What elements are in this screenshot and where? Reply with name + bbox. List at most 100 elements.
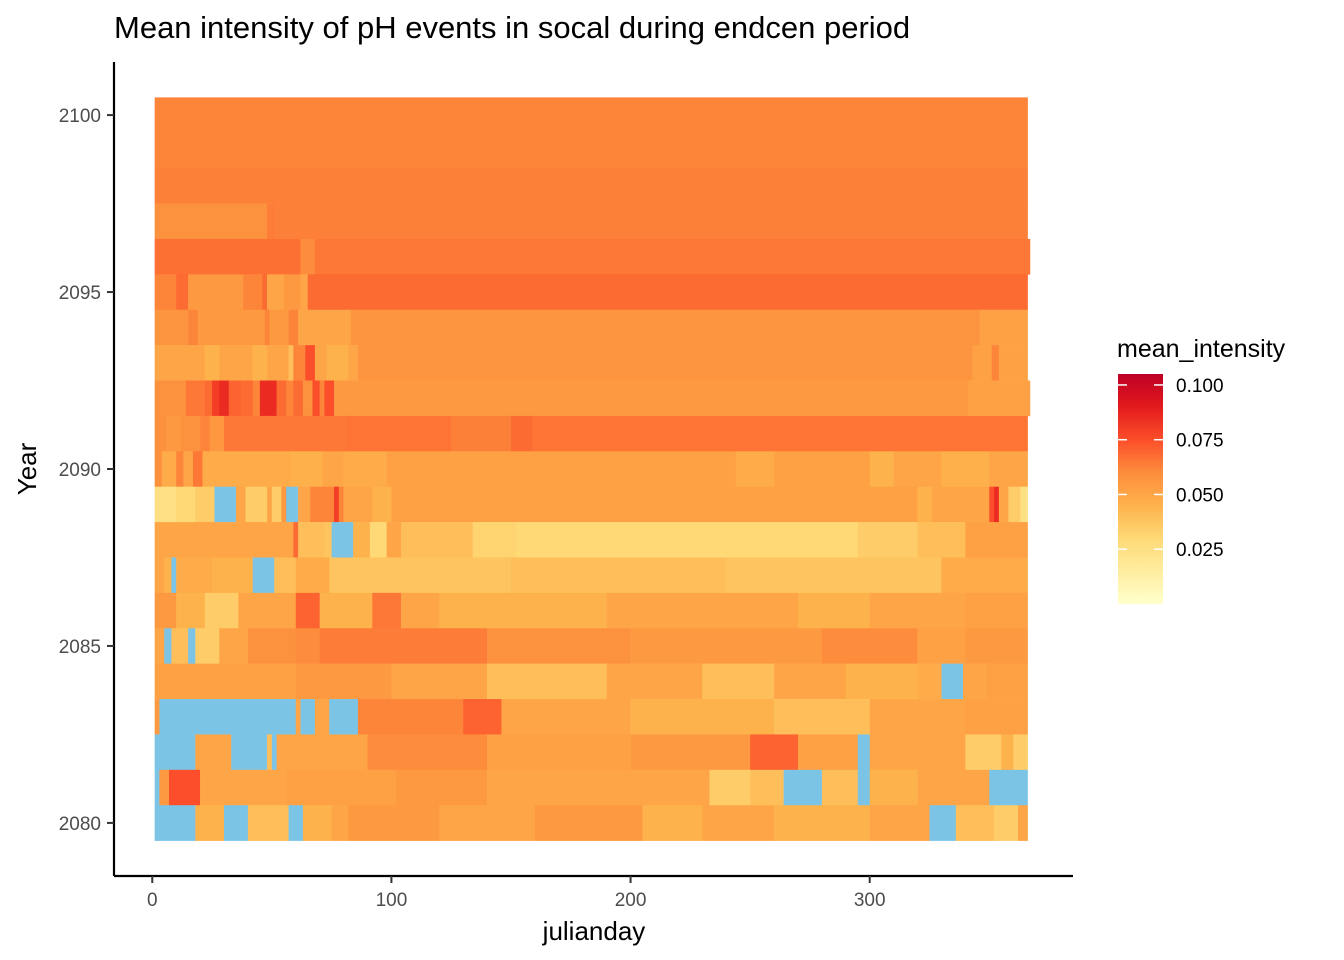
heatmap-cell: [164, 628, 172, 664]
y-axis-title: Year: [12, 442, 42, 495]
heatmap-cell: [965, 628, 1028, 664]
heatmap-cell: [293, 345, 297, 381]
heatmap-cell: [276, 734, 368, 771]
heatmap-cell: [188, 309, 199, 346]
heatmap-cell: [702, 663, 775, 700]
heatmap-cell: [300, 238, 316, 275]
legend-ticks: 0.100 0.075 0.050 0.025: [1118, 376, 1224, 561]
heatmap-cell: [212, 380, 220, 417]
heatmap-cell: [343, 451, 387, 487]
heatmap-cell: [286, 769, 397, 806]
heatmap-cell: [219, 345, 254, 381]
heatmap-cell: [154, 557, 165, 594]
heatmap-cell: [288, 805, 304, 841]
heatmap-cell: [231, 734, 268, 771]
heatmap-cell: [195, 805, 225, 841]
heatmap-cell: [214, 486, 237, 523]
heatmap-cell: [334, 486, 340, 523]
heatmap-cell: [219, 628, 249, 664]
heatmap-cell: [319, 380, 325, 417]
heatmap-cell: [274, 557, 297, 594]
heatmap-cell: [314, 238, 1031, 275]
heatmap-cell: [180, 415, 201, 452]
heatmap-cell: [295, 557, 330, 594]
heatmap-cell: [929, 805, 957, 841]
heatmap-cell: [154, 769, 160, 806]
heatmap-cell: [252, 345, 268, 381]
heatmap-cell: [709, 769, 751, 806]
heatmap-cell: [154, 168, 1028, 204]
heatmap-cell: [750, 769, 784, 806]
heatmap-cell: [204, 380, 213, 417]
heatmap-cell: [331, 805, 349, 841]
heatmap-cell: [348, 345, 359, 381]
x-axis-title: julianday: [542, 916, 646, 946]
heatmap-cell: [979, 309, 1028, 346]
heatmap-cell: [274, 203, 1028, 240]
heatmap-cell: [298, 486, 311, 523]
heatmap-cell: [176, 451, 184, 487]
x-tick-label: 200: [615, 890, 647, 911]
heatmap-cell: [869, 699, 966, 735]
heatmap-cell: [917, 522, 966, 558]
y-tick-label: 2080: [59, 814, 101, 835]
heatmap-cell: [200, 769, 232, 806]
heatmap-cell: [188, 628, 196, 664]
heatmap-cell: [774, 451, 871, 487]
heatmap-cell: [869, 805, 930, 841]
heatmap-cell: [869, 734, 966, 771]
heatmap-cell: [348, 805, 440, 841]
heatmap-cell: [176, 557, 213, 594]
heatmap-cell: [994, 486, 1000, 523]
heatmap-cell: [998, 345, 1028, 381]
heatmap-cell: [247, 805, 289, 841]
heatmap-cell: [267, 203, 275, 240]
heatmap-cell: [510, 415, 533, 452]
heatmap-cell: [154, 132, 1028, 169]
heatmap-cell: [487, 734, 631, 771]
heatmap-cell: [857, 522, 918, 558]
heatmap-cell: [204, 592, 239, 629]
heatmap-cell: [231, 769, 287, 806]
heatmap-cell: [197, 309, 265, 346]
heatmap-cell: [245, 486, 268, 523]
heatmap-cell: [154, 203, 268, 240]
heatmap-cell: [271, 486, 282, 523]
heatmap-cell: [345, 415, 452, 452]
heatmap-cell: [774, 699, 871, 735]
heatmap-cell: [532, 415, 1028, 452]
heatmap-cell: [917, 663, 942, 700]
heatmap-cell: [774, 663, 847, 700]
heatmap-cell: [224, 805, 249, 841]
heatmap-cell: [869, 451, 894, 487]
heatmap-cell: [295, 345, 306, 381]
heatmap-cell: [329, 557, 512, 594]
x-ticks: 0 100 200 300: [147, 876, 886, 911]
heatmap-cell: [962, 663, 988, 700]
heatmap-cell: [300, 274, 309, 311]
heatmap-cell: [171, 557, 177, 594]
heatmap-cell: [322, 451, 344, 487]
heatmap-cell: [298, 309, 352, 346]
heatmap-cell: [917, 486, 933, 523]
heatmap-cell: [606, 592, 799, 629]
heatmap-cell: [204, 345, 220, 381]
heatmap-cell: [252, 557, 275, 594]
legend-title: mean_intensity: [1117, 335, 1286, 363]
heatmap-cell: [293, 522, 299, 558]
heatmap-cell: [276, 380, 287, 417]
heatmap-cell: [994, 805, 1019, 841]
heatmap-cell: [295, 663, 392, 700]
heatmap-cell: [154, 238, 301, 275]
heatmap-cell: [264, 309, 270, 346]
heatmap-cell: [259, 380, 277, 417]
heatmap-cell: [941, 663, 964, 700]
heatmap-cell: [965, 734, 1002, 771]
heatmap-cell: [797, 592, 871, 629]
heatmap-cell: [154, 274, 177, 311]
heatmap-cell: [1020, 486, 1028, 523]
heatmap-cell: [750, 734, 799, 771]
color-legend: mean_intensity 0.100 0.075 0.050 0.025: [1117, 335, 1286, 604]
heatmap-cell: [290, 451, 323, 487]
